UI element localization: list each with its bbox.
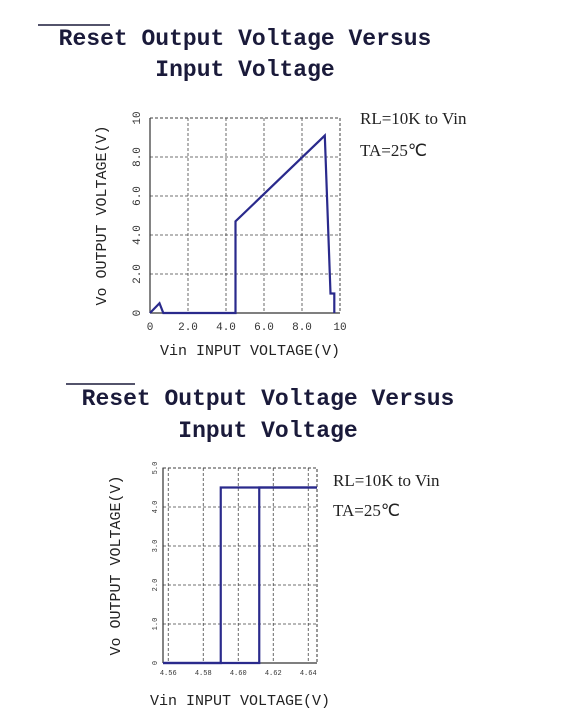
line	[163, 486, 317, 665]
line	[149, 133, 336, 315]
x-tick-label: 10	[333, 322, 346, 334]
x-tick-label: 4.62	[265, 670, 282, 678]
x-tick-label: 6.0	[254, 322, 274, 334]
annotation: TA=25℃	[333, 501, 400, 520]
x-tick-label: 4.0	[216, 322, 236, 334]
x-tick-label: 0	[147, 322, 154, 334]
x-tick-label: 4.56	[160, 670, 177, 678]
plot-frame	[162, 467, 318, 664]
y-tick-label: 0	[132, 310, 144, 317]
annotation: RL=10K to Vin	[333, 471, 440, 490]
x-tick-label: 4.64	[300, 670, 317, 678]
y-axis-label: Vo OUTPUT VOLTAGE(V)	[94, 125, 111, 305]
y-tick-label: 8.0	[132, 147, 144, 167]
line	[163, 486, 317, 665]
y-tick-label: 2.0	[132, 264, 144, 284]
chart-title: Reset Output Voltage Versus	[59, 26, 432, 52]
y-tick-label: 10	[132, 111, 144, 124]
y-tick-label: 5.0	[152, 462, 160, 475]
y-tick-label: 3.0	[152, 540, 160, 553]
y-tick-label: 2.0	[152, 579, 160, 592]
x-tick-label: 8.0	[292, 322, 312, 334]
x-tick-label: 4.58	[195, 670, 212, 678]
x-tick-label: 4.60	[230, 670, 247, 678]
y-tick-label: 4.0	[152, 501, 160, 514]
annotation: RL=10K to Vin	[360, 109, 467, 128]
chart-title: Reset Output Voltage Versus	[82, 386, 455, 412]
chart-title: Input Voltage	[178, 418, 357, 444]
y-axis-label: Vo OUTPUT VOLTAGE(V)	[108, 475, 125, 655]
x-axis-label: Vin INPUT VOLTAGE(V)	[160, 343, 340, 360]
y-tick-label: 1.0	[152, 618, 160, 631]
chart-title: Input Voltage	[155, 57, 334, 83]
x-axis-label: Vin INPUT VOLTAGE(V)	[150, 693, 330, 710]
x-tick-label: 2.0	[178, 322, 198, 334]
annotation: TA=25℃	[360, 141, 427, 160]
y-tick-label: 6.0	[132, 186, 144, 206]
y-tick-label: 0	[152, 661, 160, 665]
y-tick-label: 4.0	[132, 225, 144, 245]
